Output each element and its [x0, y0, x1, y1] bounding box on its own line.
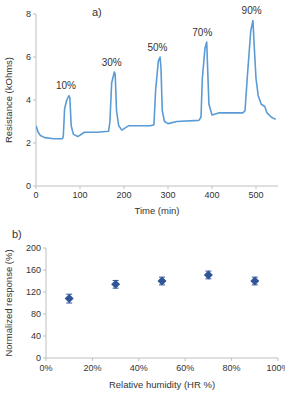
- y-axis-label: Normalized response (%): [3, 249, 14, 356]
- x-tick: [80, 186, 81, 189]
- y-tick: [43, 270, 46, 271]
- annotation: 10%: [56, 80, 76, 91]
- y-tick-label: 8: [26, 9, 31, 19]
- x-tick-label: 100: [72, 190, 87, 200]
- figure: a)024680100200300400500Time (min)Resista…: [0, 0, 285, 405]
- x-tick: [278, 358, 279, 361]
- plot-marks: [36, 20, 276, 138]
- data-point: [204, 270, 213, 279]
- y-tick: [33, 143, 36, 144]
- y-tick-label: 0: [36, 353, 41, 363]
- data-point: [158, 277, 167, 286]
- data-point: [111, 280, 120, 289]
- x-axis-line: [46, 358, 278, 359]
- y-tick: [43, 336, 46, 337]
- plot-marks: [65, 270, 260, 303]
- y-tick-label: 0: [26, 181, 31, 191]
- y-tick-label: 6: [26, 52, 31, 62]
- x-tick-label: 400: [204, 190, 219, 200]
- x-axis-label: Relative humidity (HR %): [109, 379, 215, 390]
- y-tick: [33, 100, 36, 101]
- data-point: [250, 277, 259, 286]
- data-point: [65, 294, 74, 303]
- x-tick-label: 40%: [130, 363, 148, 373]
- y-tick-label: 120: [26, 287, 41, 297]
- y-tick-label: 2: [26, 138, 31, 148]
- x-tick-label: 200: [116, 190, 131, 200]
- data-line: [36, 20, 276, 138]
- x-tick: [185, 358, 186, 361]
- x-tick-label: 60%: [176, 363, 194, 373]
- annotation: 30%: [102, 57, 122, 68]
- x-axis-line: [36, 186, 278, 187]
- x-tick-label: 500: [248, 190, 263, 200]
- x-tick: [36, 186, 37, 189]
- y-tick-label: 4: [26, 95, 31, 105]
- annotation: 70%: [192, 27, 212, 38]
- annotation: 90%: [242, 5, 262, 16]
- x-tick-label: 80%: [223, 363, 241, 373]
- x-tick-label: 300: [160, 190, 175, 200]
- x-tick-label: 100%: [266, 363, 285, 373]
- x-tick-label: 20%: [83, 363, 101, 373]
- x-tick: [212, 186, 213, 189]
- chart-panel: b) 0 40 80 120 160 200 0% 20% 40% 60% 80% 100% Relati…: [3, 228, 285, 390]
- x-tick: [256, 186, 257, 189]
- y-tick-label: 80: [31, 309, 41, 319]
- x-tick: [92, 358, 93, 361]
- x-tick: [231, 358, 232, 361]
- y-tick: [43, 248, 46, 249]
- x-tick: [46, 358, 47, 361]
- panel-label: b): [12, 228, 22, 240]
- panel-label: a): [92, 6, 102, 18]
- x-axis-label: Time (min): [134, 205, 179, 216]
- x-tick: [124, 186, 125, 189]
- x-tick-label: 0%: [39, 363, 52, 373]
- y-tick: [43, 292, 46, 293]
- chart-panel: a) 0 2 4 6 8 0 100 200 300 400 500 Time (min) Resista…: [3, 5, 278, 216]
- y-tick-label: 160: [26, 265, 41, 275]
- y-tick-label: 40: [31, 331, 41, 341]
- y-axis-label: Resistance (kOhms): [3, 57, 14, 143]
- y-axis-line: [46, 248, 47, 358]
- y-tick: [33, 57, 36, 58]
- y-tick: [43, 314, 46, 315]
- x-tick: [138, 358, 139, 361]
- y-tick-label: 200: [26, 243, 41, 253]
- x-tick: [168, 186, 169, 189]
- x-tick-label: 0: [33, 190, 38, 200]
- y-tick: [33, 14, 36, 15]
- annotation: 50%: [147, 42, 167, 53]
